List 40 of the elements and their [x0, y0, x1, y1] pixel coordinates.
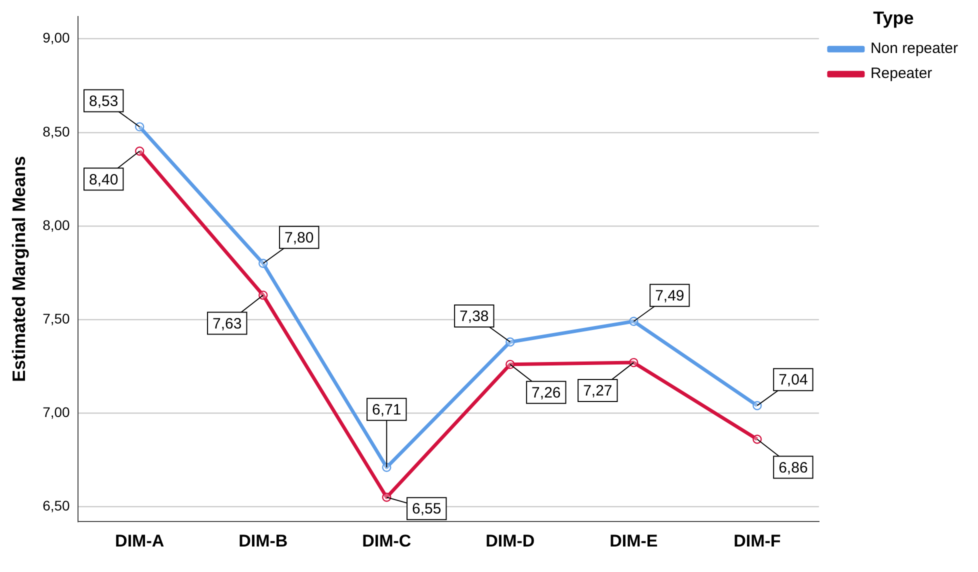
data-label: 7,27 [583, 382, 612, 400]
point [258, 258, 268, 268]
data-label: 7,04 [778, 372, 808, 389]
point [382, 462, 392, 472]
x-tick-label: DIM-C [362, 531, 412, 550]
x-tick-label: DIM-A [115, 531, 164, 550]
x-tick-label: DIM-F [734, 531, 781, 550]
point [752, 434, 762, 444]
y-tick-label: 7,50 [42, 310, 70, 326]
y-tick-label: 9,00 [42, 30, 70, 46]
legend-label: Non repeater [870, 40, 958, 58]
y-tick-label: 7,00 [42, 404, 70, 420]
point [382, 492, 392, 502]
point [135, 122, 144, 132]
legend-label: Repeater [870, 65, 932, 82]
y-axis-title: Estimated Marginal Means [8, 156, 29, 382]
point [506, 360, 515, 370]
data-label: 6,86 [778, 459, 808, 476]
point [258, 290, 268, 300]
data-label: 7,38 [460, 308, 489, 326]
y-tick-label: 8,50 [42, 123, 70, 140]
point [629, 358, 638, 368]
data-label: 8,53 [89, 92, 118, 110]
point [506, 337, 515, 347]
data-label: 8,40 [89, 171, 118, 188]
data-label: 6,55 [412, 500, 442, 518]
y-tick-label: 8,00 [42, 216, 70, 233]
x-tick-label: DIM-E [610, 531, 658, 550]
y-tick-label: 6,50 [42, 497, 70, 514]
x-tick-label: DIM-B [238, 531, 288, 550]
data-label: 6,71 [372, 401, 402, 418]
data-label: 7,80 [284, 230, 314, 247]
data-label: 7,49 [655, 288, 684, 305]
point [752, 400, 762, 410]
data-label: 7,26 [532, 384, 561, 402]
point [135, 146, 144, 156]
point [629, 316, 638, 326]
legend-title: Type [873, 8, 914, 28]
x-tick-label: DIM-D [486, 531, 535, 550]
data-label: 7,63 [212, 315, 242, 332]
